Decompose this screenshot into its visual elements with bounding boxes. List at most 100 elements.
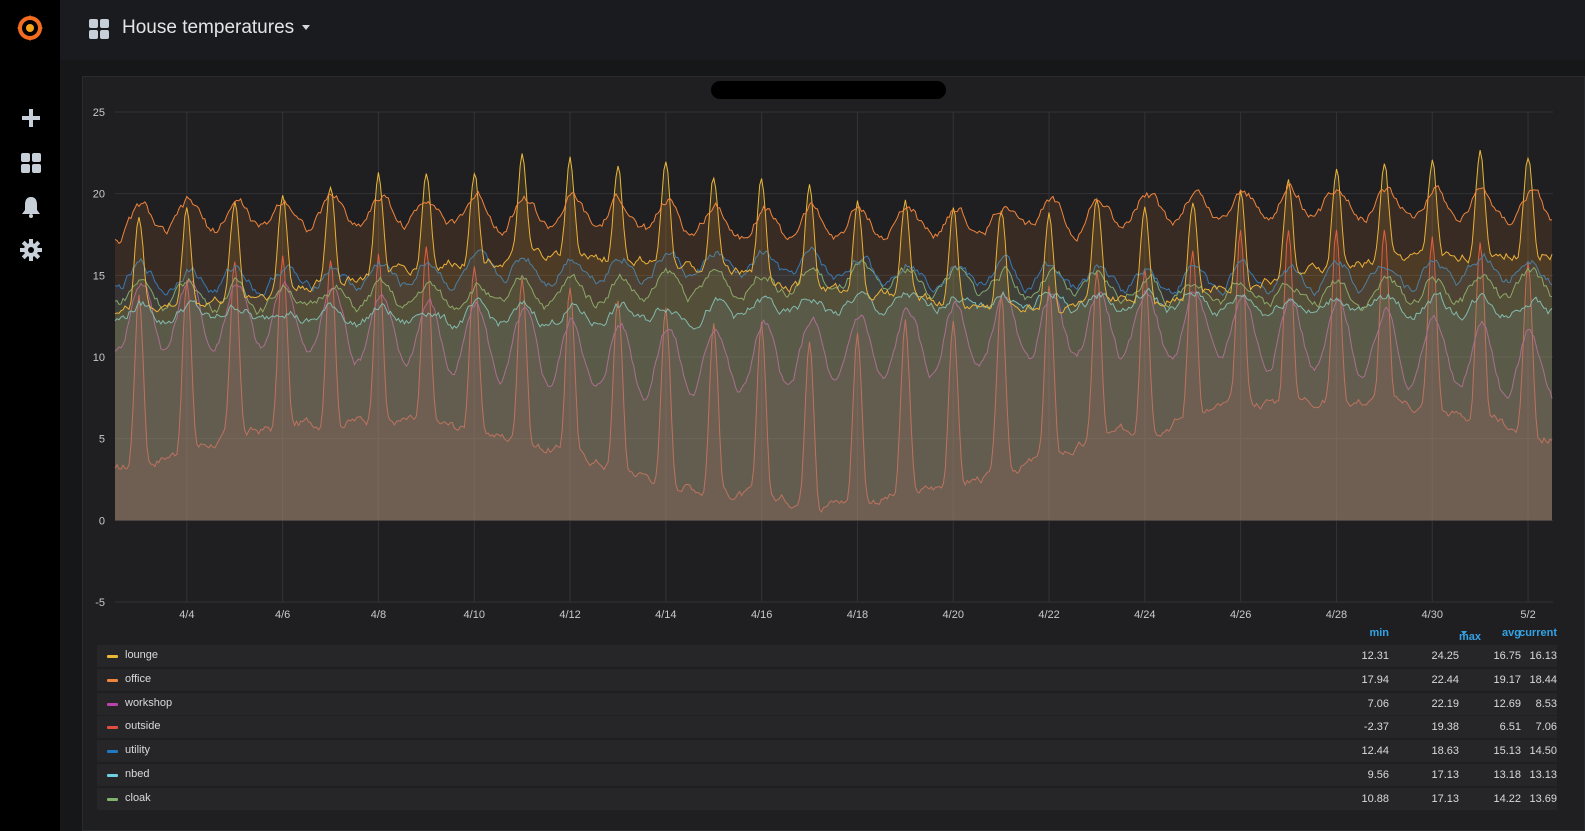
graph-chart[interactable]: 25 20 15 10 5 0 -5 4/4 4/6 4/8 4/10 4/12 4/14 4/16 4/1… — [83, 77, 1585, 622]
settings-gear-icon[interactable] — [19, 238, 43, 262]
y-tick-label: -5 — [95, 597, 105, 609]
x-tick-label: 4/4 — [179, 609, 194, 621]
series-area-nbed — [115, 288, 1552, 521]
legend-row-workshop[interactable]: workshop 7.06 22.19 12.69 8.53 — [97, 692, 1557, 715]
legend-row-nbed[interactable]: nbed 9.56 17.13 13.18 13.13 — [97, 763, 1557, 786]
legend-color-swatch[interactable] — [107, 655, 118, 658]
top-navbar: House temperatures — [60, 0, 1585, 60]
legend-header-min[interactable]: min — [1369, 627, 1389, 639]
y-tick-label: 20 — [93, 189, 105, 201]
legend-value-avg: 6.51 — [1499, 721, 1521, 734]
x-tick-label: 4/8 — [371, 609, 386, 621]
legend-value-min: 12.44 — [1361, 745, 1389, 758]
legend-series-name[interactable]: nbed — [125, 767, 150, 780]
legend-value-current: 16.13 — [1529, 650, 1557, 662]
y-tick-label: 25 — [93, 107, 105, 119]
dashboard-title-picker[interactable]: House temperatures — [122, 17, 311, 39]
legend-value-max: 19.38 — [1431, 721, 1459, 734]
x-tick-label: 4/30 — [1422, 609, 1443, 621]
legend-series-name[interactable]: cloak — [125, 791, 151, 804]
series-area-lounge — [115, 150, 1552, 521]
legend-value-current: 13.69 — [1529, 792, 1557, 805]
legend-row-cloak[interactable]: cloak 10.88 17.13 14.22 13.69 — [97, 787, 1557, 810]
legend-value-min: -2.37 — [1363, 721, 1389, 734]
legend-value-max: 17.13 — [1431, 792, 1459, 805]
legend-color-swatch[interactable] — [107, 726, 118, 730]
legend-row-office[interactable]: office 17.94 22.44 19.17 18.44 — [97, 668, 1557, 691]
legend-row-lounge[interactable]: lounge 12.31 24.25 16.75 16.13 — [97, 645, 1557, 667]
legend-value-current: 7.06 — [1535, 721, 1557, 734]
series-line-workshop[interactable] — [114, 279, 1553, 401]
plus-icon[interactable] — [19, 106, 43, 130]
x-tick-label: 4/22 — [1038, 609, 1059, 621]
sort-desc-icon — [1461, 631, 1467, 635]
side-menu — [0, 0, 60, 831]
legend-value-max: 17.13 — [1431, 768, 1459, 781]
legend-value-max: 24.25 — [1431, 650, 1459, 662]
grafana-logo-icon[interactable] — [14, 12, 46, 44]
x-tick-label: 4/20 — [943, 609, 964, 621]
legend-value-avg: 13.18 — [1493, 768, 1521, 781]
redacted-panel-title — [711, 81, 946, 99]
y-tick-label: 5 — [99, 434, 105, 446]
legend-value-min: 10.88 — [1361, 792, 1389, 805]
legend-series-name[interactable]: office — [125, 672, 152, 685]
alerting-bell-icon[interactable] — [19, 195, 43, 219]
legend-header-current[interactable]: current — [1519, 627, 1557, 639]
x-tick-label: 4/26 — [1230, 609, 1251, 621]
legend-value-max: 22.44 — [1431, 673, 1459, 686]
legend-color-swatch[interactable] — [107, 678, 118, 682]
legend-value-avg: 14.22 — [1493, 792, 1521, 805]
y-tick-label: 0 — [99, 515, 105, 527]
x-tick-label: 4/16 — [751, 609, 772, 621]
legend-value-avg: 12.69 — [1493, 697, 1521, 710]
legend-series-name[interactable]: lounge — [125, 649, 159, 661]
legend-value-max: 18.63 — [1431, 745, 1459, 758]
y-tick-label: 15 — [93, 270, 105, 282]
dashboard-grid-icon — [89, 19, 109, 39]
series-area-workshop — [115, 280, 1552, 521]
legend-series-name[interactable]: utility — [125, 744, 151, 757]
x-tick-label: 4/14 — [655, 609, 676, 621]
x-tick-label: 4/6 — [275, 609, 290, 621]
dashboard-title: House temperatures — [122, 17, 295, 38]
legend-value-current: 18.44 — [1529, 673, 1557, 686]
series-area-cloak — [115, 260, 1552, 521]
legend-value-avg: 19.17 — [1493, 673, 1521, 686]
series-line-utility[interactable] — [114, 246, 1553, 297]
x-tick-label: 4/18 — [847, 609, 868, 621]
series-line-lounge[interactable] — [114, 150, 1553, 315]
caret-down-icon — [302, 25, 311, 31]
legend-value-current: 8.53 — [1535, 697, 1557, 710]
legend-value-current: 14.50 — [1529, 745, 1557, 758]
legend-series-name[interactable]: workshop — [125, 696, 173, 709]
legend-value-min: 7.06 — [1367, 697, 1389, 710]
legend-row-outside[interactable]: outside -2.37 19.38 6.51 7.06 — [97, 716, 1557, 739]
series-area-utility — [115, 247, 1552, 521]
series-line-office[interactable] — [114, 183, 1553, 245]
legend-color-swatch[interactable] — [107, 702, 118, 706]
x-tick-label: 4/28 — [1326, 609, 1347, 621]
series-line-cloak[interactable] — [114, 259, 1553, 316]
series-line-outside[interactable] — [114, 229, 1553, 513]
legend-value-min: 12.31 — [1361, 650, 1389, 662]
legend-value-avg: 16.75 — [1493, 650, 1521, 662]
legend-value-current: 13.13 — [1529, 768, 1557, 781]
legend-color-swatch[interactable] — [107, 750, 118, 754]
legend-series-name[interactable]: outside — [125, 720, 161, 733]
x-tick-label: 4/10 — [464, 609, 485, 621]
series-area-office — [115, 183, 1552, 521]
x-tick-label: 4/24 — [1134, 609, 1155, 621]
legend-row-utility[interactable]: utility 12.44 18.63 15.13 14.50 — [97, 740, 1557, 763]
legend-value-min: 9.56 — [1367, 768, 1389, 781]
legend-table: min max avg current lounge 12.31 24.25 16.7… — [97, 623, 1557, 812]
series-line-nbed[interactable] — [114, 287, 1553, 330]
legend-value-avg: 15.13 — [1493, 745, 1521, 758]
legend-color-swatch[interactable] — [107, 797, 118, 801]
dashboards-icon[interactable] — [19, 151, 43, 175]
legend-color-swatch[interactable] — [107, 773, 118, 777]
legend-header-avg[interactable]: avg — [1502, 627, 1521, 639]
legend-header: min max avg current — [97, 623, 1557, 645]
graph-panel: 25 20 15 10 5 0 -5 4/4 4/6 4/8 4/10 4/12 4/14 4/16 4/1… — [82, 76, 1585, 831]
y-tick-label: 10 — [93, 352, 105, 364]
